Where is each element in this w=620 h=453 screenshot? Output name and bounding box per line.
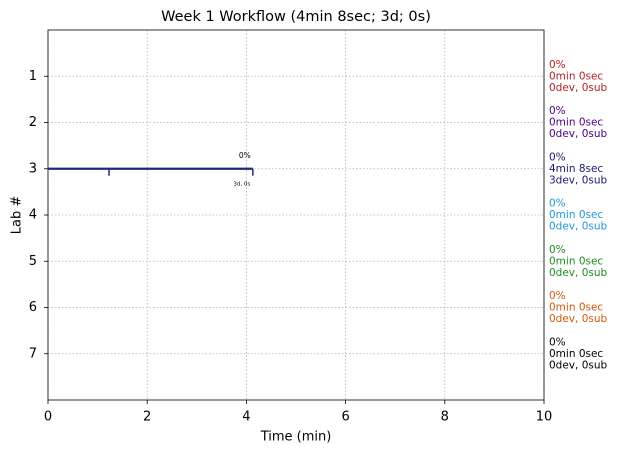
y-tick-label: 1: [29, 69, 37, 84]
lab-summary: 4min 8sec: [549, 163, 603, 175]
y-axis-label: Lab #: [10, 196, 25, 235]
lab-summary: 0%: [549, 290, 566, 302]
lab-summary: 0min 0sec: [549, 70, 603, 82]
x-tick-label: 0: [44, 410, 52, 425]
y-tick-label: 4: [29, 208, 37, 223]
x-tick-label: 6: [341, 410, 349, 425]
x-tick-label: 4: [242, 410, 250, 425]
lab-summary: 0min 0sec: [549, 255, 603, 267]
y-tick-label: 3: [29, 161, 37, 176]
lab-summary: 0min 0sec: [549, 117, 603, 129]
y-tick-label: 6: [29, 300, 37, 315]
lab-summary: 0dev, 0sub: [549, 359, 608, 371]
x-tick-label: 10: [536, 410, 553, 425]
lab-summary: 0dev, 0sub: [549, 221, 608, 233]
lab-summary: 0dev, 0sub: [549, 313, 608, 325]
segment-label: 3d, 0s: [233, 181, 250, 187]
lab-summary: 0%: [549, 244, 566, 256]
lab-summary: 0min 0sec: [549, 209, 603, 221]
y-tick-label: 2: [29, 115, 37, 130]
chart-title: Week 1 Workflow (4min 8sec; 3d; 0s): [161, 9, 431, 25]
x-tick-label: 2: [143, 410, 151, 425]
lab-summary: 3dev, 0sub: [549, 174, 608, 186]
lab-summary: 0dev, 0sub: [549, 267, 608, 279]
lab-summary: 0min 0sec: [549, 302, 603, 314]
lab-summary: 0min 0sec: [549, 348, 603, 360]
x-tick-label: 8: [441, 410, 449, 425]
y-tick-label: 5: [29, 254, 37, 269]
lab-summary: 0%: [549, 151, 566, 163]
lab-summary: 0%: [549, 59, 566, 71]
lab-summary: 0%: [549, 336, 566, 348]
plot-frame: [47, 29, 545, 401]
x-axis-label: Time (min): [260, 430, 332, 445]
lab-summary: 0dev, 0sub: [549, 82, 608, 94]
segment-label: 0%: [239, 151, 251, 160]
lab-summary: 0%: [549, 198, 566, 210]
lab-summary: 0dev, 0sub: [549, 128, 608, 140]
y-tick-label: 7: [29, 346, 37, 361]
lab-summary: 0%: [549, 105, 566, 117]
